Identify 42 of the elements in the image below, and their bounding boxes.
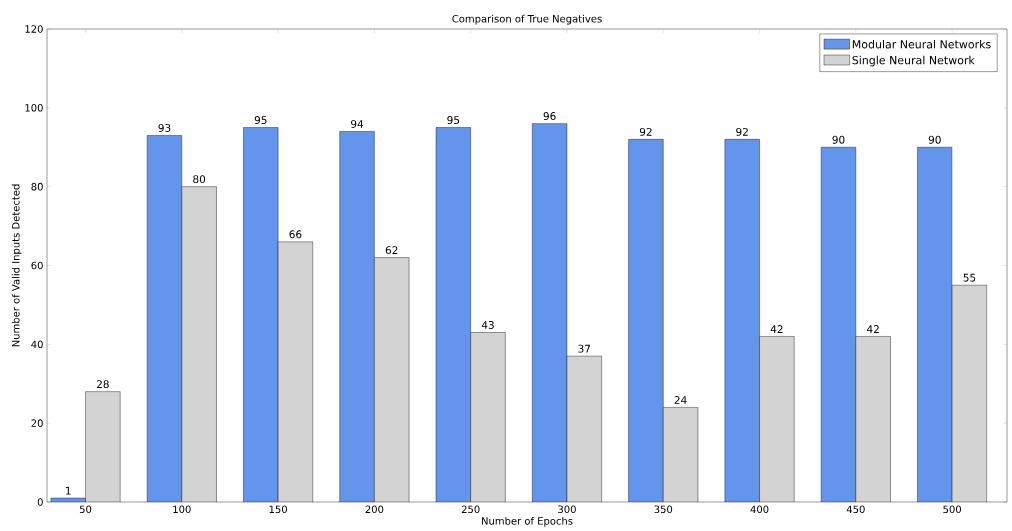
data-label: 95 [447,116,460,124]
legend-label: Single Neural Network [852,55,975,67]
data-label: 24 [674,396,687,404]
y-tick-label: 0 [37,498,43,506]
x-axis-title: Number of Epochs [482,516,573,527]
data-label: 93 [158,123,171,132]
x-tick-label: 450 [846,505,865,514]
x-tick-label: 500 [943,505,962,514]
data-label: 90 [832,135,845,144]
data-label: 80 [193,175,206,184]
data-label: 96 [543,112,556,121]
data-label: 92 [639,127,652,136]
data-label: 66 [289,230,302,239]
x-tick-label: 400 [750,505,769,514]
y-tick-label: 100 [25,104,43,112]
data-label: 95 [254,116,267,124]
x-tick-label: 300 [558,505,576,514]
y-tick-label: 20 [31,419,43,427]
data-label: 37 [578,344,591,353]
data-label: 92 [736,127,748,136]
data-label: 42 [770,325,783,333]
data-label: 94 [351,120,364,128]
data-label: 55 [963,273,976,282]
y-tick-label: 60 [31,261,43,270]
y-tick-label: 40 [31,340,43,349]
x-tick-label: 250 [461,505,480,514]
data-label: 62 [385,246,398,255]
y-tick-label: 120 [25,25,43,33]
x-tick-label: 200 [365,505,384,514]
x-tick-label: 350 [654,505,673,514]
x-tick-label: 100 [173,505,191,514]
x-tick-label: 150 [269,505,287,514]
legend-label: Modular Neural Networks [852,39,991,49]
x-tick-label: 50 [79,505,92,514]
data-label: 28 [96,380,109,389]
data-label: 43 [481,321,494,329]
y-axis-title: Number of Valid Inputs Detected [11,184,22,347]
data-label: 42 [867,325,879,333]
data-label: 1 [65,486,71,495]
data-label: 90 [928,135,941,144]
chart-title: Comparison of True Negatives [452,14,602,25]
y-tick-label: 80 [31,182,43,191]
